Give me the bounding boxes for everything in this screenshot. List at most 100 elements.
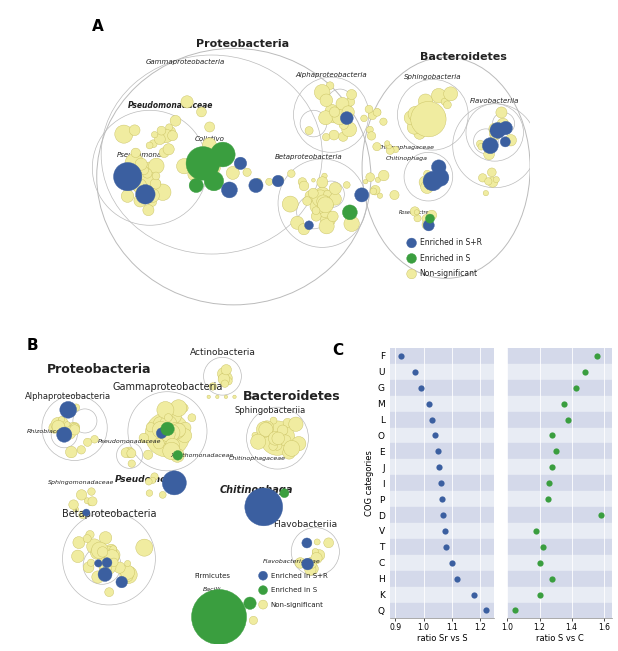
Circle shape [319,219,334,234]
Text: Enriched in S: Enriched in S [420,254,470,263]
Circle shape [88,497,97,506]
Circle shape [218,368,230,380]
Circle shape [324,197,333,206]
Circle shape [245,488,282,526]
Circle shape [266,178,273,186]
Point [548,430,557,441]
Circle shape [188,414,196,422]
Circle shape [341,112,353,124]
Circle shape [106,544,117,556]
Circle shape [153,417,167,430]
Circle shape [163,471,187,495]
Circle shape [114,163,142,191]
Circle shape [157,402,174,419]
Circle shape [339,132,348,141]
Circle shape [161,419,170,428]
Circle shape [485,178,492,185]
Circle shape [133,179,146,193]
Point [535,557,544,568]
Circle shape [152,172,160,180]
Circle shape [95,560,102,567]
Circle shape [167,131,177,141]
Circle shape [188,168,200,181]
Circle shape [177,428,192,443]
Circle shape [134,194,146,207]
Point [535,589,544,600]
Circle shape [127,449,136,458]
Text: Betaproteobacteria: Betaproteobacteria [275,154,343,159]
Circle shape [312,549,318,555]
Circle shape [490,122,506,138]
Circle shape [161,426,171,436]
Circle shape [489,128,502,140]
Circle shape [70,424,80,435]
Circle shape [249,178,263,193]
Circle shape [326,82,334,90]
Point [437,494,447,505]
Circle shape [148,198,156,206]
Circle shape [154,184,171,201]
Circle shape [207,395,211,398]
Bar [507,428,612,443]
Circle shape [221,365,231,375]
Circle shape [121,448,131,458]
Circle shape [122,570,133,582]
Circle shape [305,221,313,230]
Point [416,383,426,393]
Circle shape [150,178,161,189]
Point [436,478,446,488]
Bar [390,460,494,475]
Text: Chitinophaga: Chitinophaga [385,156,427,161]
Point [433,446,442,456]
Circle shape [161,422,174,436]
Circle shape [316,195,329,208]
Circle shape [166,124,172,131]
Circle shape [478,174,487,182]
Point [440,526,450,536]
Circle shape [181,96,193,108]
Circle shape [260,421,295,455]
Circle shape [233,395,236,398]
Circle shape [124,447,135,458]
Circle shape [365,105,373,113]
Circle shape [102,558,112,568]
Bar [507,475,612,491]
Circle shape [407,120,421,134]
Bar [390,507,494,523]
Circle shape [148,158,164,174]
Point [551,446,561,456]
Circle shape [441,98,448,105]
Text: Proteobacteria: Proteobacteria [196,39,289,49]
Point [452,574,462,584]
Point [427,414,437,424]
Circle shape [83,509,90,516]
Text: Xanthomonadaceae: Xanthomonadaceae [170,453,234,458]
Circle shape [283,419,292,427]
Y-axis label: COG categories: COG categories [365,450,375,516]
Point [538,542,548,552]
Circle shape [206,163,214,170]
Point [548,462,557,473]
Text: Colistivo: Colistivo [195,136,224,142]
Bar [507,348,612,364]
Circle shape [100,570,110,579]
Circle shape [73,536,85,549]
Circle shape [284,440,300,456]
Circle shape [83,438,91,447]
Circle shape [249,616,258,624]
Circle shape [166,430,176,441]
Circle shape [295,558,305,568]
Circle shape [158,424,176,441]
Circle shape [166,438,180,452]
Circle shape [73,506,78,512]
Circle shape [336,98,349,110]
Circle shape [290,216,304,229]
Circle shape [64,422,70,427]
Circle shape [478,143,485,150]
Text: Pseudomonadaceae: Pseudomonadaceae [98,439,161,444]
Circle shape [320,212,336,227]
Circle shape [318,195,334,210]
Circle shape [342,205,357,220]
Circle shape [109,558,118,566]
Circle shape [251,434,266,449]
